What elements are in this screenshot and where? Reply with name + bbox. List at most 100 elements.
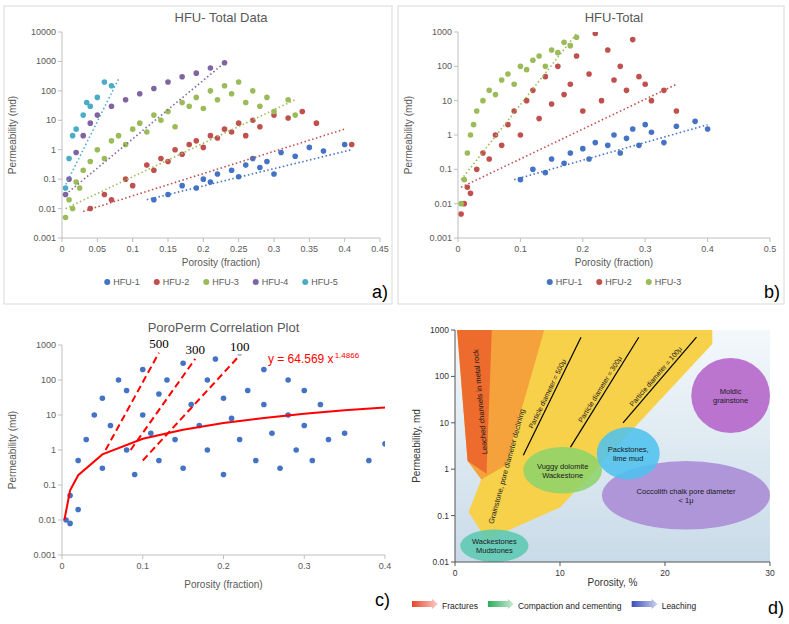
x-tick	[168, 238, 169, 242]
point	[505, 71, 511, 77]
region-label: Particle diameter = 100μ	[628, 345, 684, 408]
legend-label: HFU-1	[113, 277, 140, 287]
point	[518, 132, 524, 138]
point	[524, 67, 530, 73]
legend-marker	[646, 279, 652, 285]
point	[165, 159, 171, 165]
point	[63, 185, 69, 191]
y-tick	[58, 149, 62, 150]
x-tick-label: 0.05	[89, 244, 107, 254]
point	[611, 132, 617, 138]
x-tick	[142, 555, 143, 559]
point	[264, 95, 270, 101]
point	[301, 388, 307, 394]
point	[243, 162, 249, 168]
x-tick-label: 0.3	[639, 244, 652, 254]
y-tick-label: 10000	[31, 27, 56, 37]
point	[188, 402, 194, 408]
x-axis-line	[458, 238, 770, 239]
panel: PoroPerm Correlation Plot00.10.20.30.40.…	[7, 320, 391, 610]
annotation-patch	[266, 350, 362, 367]
y-tick	[454, 203, 458, 204]
point	[229, 416, 235, 422]
figure: HFU- Total Data00.050.10.150.20.250.30.3…	[0, 0, 789, 624]
point	[474, 167, 480, 173]
point	[257, 103, 263, 109]
point	[599, 98, 605, 104]
y-tick-label: 1000	[36, 340, 56, 350]
point	[102, 79, 108, 85]
point	[580, 146, 586, 152]
point	[66, 176, 72, 182]
legend: FracturesCompaction and cementingLeachin…	[412, 599, 696, 611]
point	[307, 145, 313, 151]
point	[222, 60, 228, 66]
point	[642, 81, 648, 87]
legend-arrow	[632, 599, 658, 609]
point	[586, 71, 592, 77]
annotation-superscript: 1.4866	[335, 351, 360, 360]
point	[342, 431, 348, 437]
legend-label: HFU-4	[262, 277, 289, 287]
region-label: Particle diameter = 300μ	[577, 355, 624, 424]
legend-marker	[154, 279, 160, 285]
x-tick-label: 0	[455, 244, 460, 254]
region-label: Grainstone, pore diameter declining	[487, 408, 527, 525]
point	[674, 123, 680, 129]
trend-line	[514, 125, 707, 180]
point	[179, 183, 185, 189]
y-tick	[454, 238, 458, 239]
region-labels: Grainstone, pore diameter decliningLeach…	[471, 345, 748, 555]
label-line: Vuggy dolomite	[537, 462, 588, 471]
y-tick-label: 1	[444, 464, 449, 474]
y-tick-label: 0.01	[434, 199, 452, 209]
point	[549, 156, 555, 162]
x-tick-label: 0.3	[298, 561, 311, 571]
point	[264, 159, 270, 165]
point	[116, 133, 122, 139]
x-tick-label: 0.1	[126, 244, 139, 254]
point	[636, 74, 642, 80]
y-tick	[58, 61, 62, 62]
point	[151, 86, 157, 92]
label-line: Wackestone	[542, 471, 583, 480]
y-tick	[58, 450, 62, 451]
region-label: Vuggy dolomiteWackestone	[537, 462, 588, 480]
point	[292, 153, 298, 159]
x-tick	[665, 562, 666, 566]
point	[261, 402, 267, 408]
region-ellipse	[691, 358, 770, 433]
point	[180, 361, 186, 367]
point	[674, 108, 680, 114]
legend-marker	[253, 279, 259, 285]
point	[201, 145, 207, 151]
y-tick-label: 1	[51, 145, 56, 155]
point	[109, 103, 115, 109]
x-tick	[62, 555, 63, 559]
point	[605, 143, 611, 149]
point	[321, 148, 327, 154]
y-tick-label: 1	[51, 445, 56, 455]
region-area	[457, 330, 492, 474]
y-tick-label: 1	[447, 130, 452, 140]
point	[95, 147, 101, 153]
trend-line	[83, 129, 345, 211]
point	[243, 133, 249, 139]
y-tick	[58, 415, 62, 416]
x-tick-label: 0.2	[217, 561, 230, 571]
point	[518, 64, 524, 70]
point	[124, 388, 130, 394]
point	[465, 150, 471, 156]
point	[137, 120, 143, 126]
legend-label: HFU-3	[212, 277, 239, 287]
x-tick-label: 20	[660, 568, 670, 578]
point	[109, 197, 115, 203]
label-patch	[228, 338, 252, 355]
point	[140, 412, 146, 418]
point	[555, 50, 561, 56]
region-ellipse	[597, 427, 660, 479]
legend-label: Compaction and cementing	[518, 601, 622, 611]
panel-frame	[4, 6, 392, 304]
line	[143, 356, 240, 461]
legend-label: Fractures	[442, 601, 478, 611]
